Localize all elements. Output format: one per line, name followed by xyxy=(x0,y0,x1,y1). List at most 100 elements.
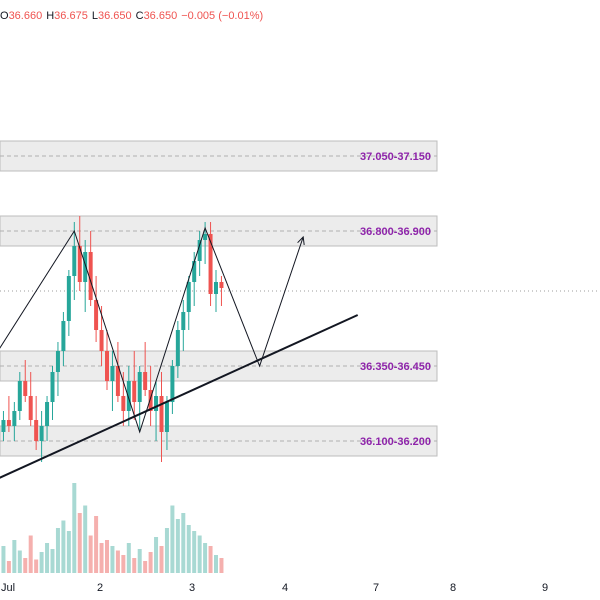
candle-body xyxy=(208,234,213,294)
candle-body xyxy=(50,372,55,402)
volume-bar xyxy=(83,505,88,573)
candle-body xyxy=(192,261,197,282)
open-value: 36.660 xyxy=(8,10,43,22)
projection-arrowhead xyxy=(297,235,305,246)
volume-bar xyxy=(197,535,202,573)
projection-zigzag xyxy=(0,226,304,434)
candle-body xyxy=(219,282,224,288)
volume-bar xyxy=(214,555,218,573)
zone-layer: 37.050-37.150 36.800-36.900 36.350-36.450 3… xyxy=(0,140,438,457)
close-value: 36.650 xyxy=(143,10,178,22)
candle-body xyxy=(12,411,17,426)
candle-layer xyxy=(1,216,224,462)
zone-label-2: 36.350-36.450 xyxy=(360,361,431,373)
candle-body xyxy=(17,381,22,411)
candle-body xyxy=(39,426,44,441)
candle-body xyxy=(197,240,202,261)
candle-body xyxy=(164,402,169,432)
volume-bar xyxy=(88,535,93,573)
candle-body xyxy=(23,381,28,396)
volume-bar xyxy=(137,549,142,573)
volume-bar xyxy=(39,552,44,573)
volume-bar xyxy=(203,543,208,573)
zone-label-1: 36.800-36.900 xyxy=(360,226,431,238)
volume-bar xyxy=(186,525,191,573)
volume-bar xyxy=(132,558,137,573)
drawing-layer xyxy=(0,226,359,479)
volume-bar xyxy=(181,513,186,573)
candle-body xyxy=(105,351,109,381)
candle-body xyxy=(77,246,82,282)
candle-body xyxy=(94,300,99,330)
volume-bar xyxy=(110,546,115,573)
volume-bar xyxy=(55,528,60,573)
high-key: H xyxy=(46,10,55,22)
volume-bar xyxy=(115,550,120,573)
volume-bar xyxy=(148,552,153,573)
x-tick-label: 7 xyxy=(373,582,379,594)
x-tick-label: 8 xyxy=(450,582,456,594)
candle-body xyxy=(181,312,186,330)
x-axis: Jul 2 3 4 7 8 9 xyxy=(1,582,548,594)
candle-body xyxy=(88,252,93,300)
candle-body xyxy=(214,282,218,294)
candle-body xyxy=(66,276,71,321)
volume-bar xyxy=(17,550,22,573)
volume-bar xyxy=(72,483,77,573)
candle-body xyxy=(132,381,137,402)
candle-body xyxy=(55,351,60,372)
candle-body xyxy=(99,330,104,351)
volume-bar xyxy=(28,535,33,573)
volume-bar xyxy=(208,546,213,573)
volume-bar xyxy=(143,561,148,573)
volume-bar xyxy=(121,555,126,573)
candle-body xyxy=(121,396,126,411)
candle-body xyxy=(126,381,131,411)
x-tick-label: Jul xyxy=(1,582,15,594)
candle-body xyxy=(159,396,164,432)
volume-bar xyxy=(170,505,175,573)
zone-label-0: 37.050-37.150 xyxy=(360,151,431,163)
candle-body xyxy=(137,372,142,402)
candle-body xyxy=(1,420,6,432)
volume-bar xyxy=(126,543,131,573)
volume-bar xyxy=(50,549,55,573)
high-value: 36.675 xyxy=(54,10,88,22)
volume-bar xyxy=(1,546,6,573)
candle-body xyxy=(28,396,33,420)
volume-bar xyxy=(23,558,28,573)
volume-bar xyxy=(159,546,164,573)
volume-layer xyxy=(1,483,224,573)
volume-bar xyxy=(219,558,224,573)
candle-body xyxy=(45,402,50,426)
volume-bar xyxy=(192,531,197,573)
low-value: 36.650 xyxy=(97,10,132,22)
volume-bar xyxy=(105,540,109,573)
change-value: −0.005 (−0.01%) xyxy=(181,10,264,22)
candle-body xyxy=(72,246,77,276)
volume-bar xyxy=(66,531,71,573)
close-key: C xyxy=(135,10,144,22)
candle-body xyxy=(186,282,191,312)
support-trendline xyxy=(0,314,359,479)
open-key: O xyxy=(0,10,9,22)
x-tick-label: 3 xyxy=(189,582,195,594)
candle-body xyxy=(115,366,120,396)
volume-bar xyxy=(6,561,11,573)
candle-body xyxy=(170,366,175,402)
volume-bar xyxy=(94,516,99,573)
volume-bar xyxy=(12,540,17,573)
volume-bar xyxy=(77,513,82,573)
candle-body xyxy=(175,330,180,366)
candle-body xyxy=(83,252,88,282)
candle-body xyxy=(61,321,66,351)
volume-bar xyxy=(154,537,159,573)
candle-body xyxy=(34,420,39,441)
x-tick-label: 4 xyxy=(282,582,288,594)
zone-label-3: 36.100-36.200 xyxy=(360,436,431,448)
volume-bar xyxy=(164,528,169,573)
volume-bar xyxy=(34,559,39,573)
candle-body xyxy=(203,234,208,240)
candle-body xyxy=(110,366,115,381)
